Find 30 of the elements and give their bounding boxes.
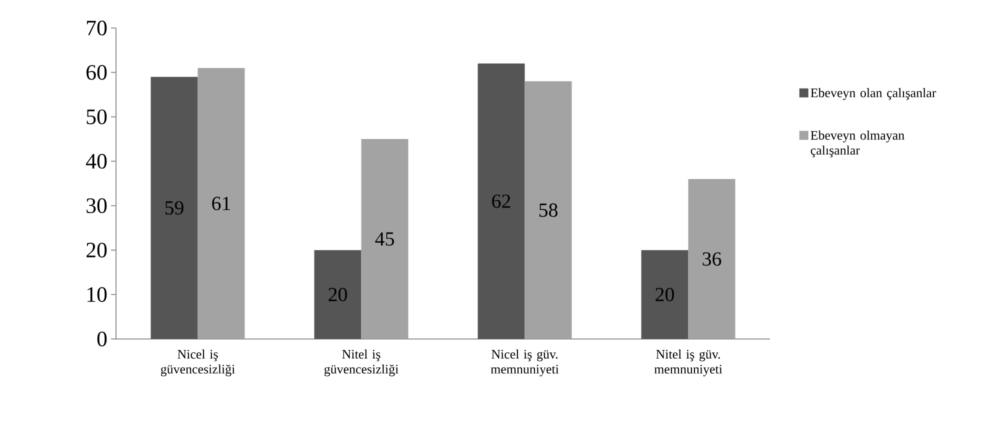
data-label: 59 <box>165 201 184 215</box>
x-tick-label: Nitel iş güv. memnuniyeti <box>654 350 722 376</box>
bar <box>314 250 362 339</box>
data-label: 20 <box>328 288 347 302</box>
x-tick-label: Nitel iş güvencesizliği <box>324 350 398 376</box>
y-tick-label: 20 <box>86 242 107 258</box>
bar <box>641 250 688 339</box>
data-label: 36 <box>702 252 722 266</box>
legend-label: Ebeveyn olmayan çalışanlar <box>810 130 904 158</box>
y-tick-label: 60 <box>86 65 107 80</box>
y-tick-label: 30 <box>86 198 107 214</box>
x-tick-label: Nicel iş güv. memnuniyeti <box>490 350 559 376</box>
data-label: 61 <box>212 196 230 210</box>
bar <box>198 68 245 339</box>
data-label: 20 <box>656 288 674 302</box>
y-tick-label: 10 <box>87 287 107 302</box>
bar <box>361 139 408 339</box>
data-label: 58 <box>539 203 558 217</box>
y-tick-label: 0 <box>97 332 107 346</box>
x-tick-label: Nicel iş güvencesizliği <box>160 350 235 376</box>
y-tick-label: 40 <box>86 154 107 169</box>
y-tick-label: 50 <box>86 109 107 124</box>
bar <box>524 81 572 339</box>
data-label: 45 <box>375 232 394 246</box>
bar <box>150 76 198 339</box>
data-label: 62 <box>492 194 510 208</box>
y-tick-label: 70 <box>87 20 107 36</box>
legend-label: Ebeveyn olan çalışanlar <box>810 88 936 100</box>
bar <box>688 179 736 339</box>
bar <box>478 64 525 339</box>
